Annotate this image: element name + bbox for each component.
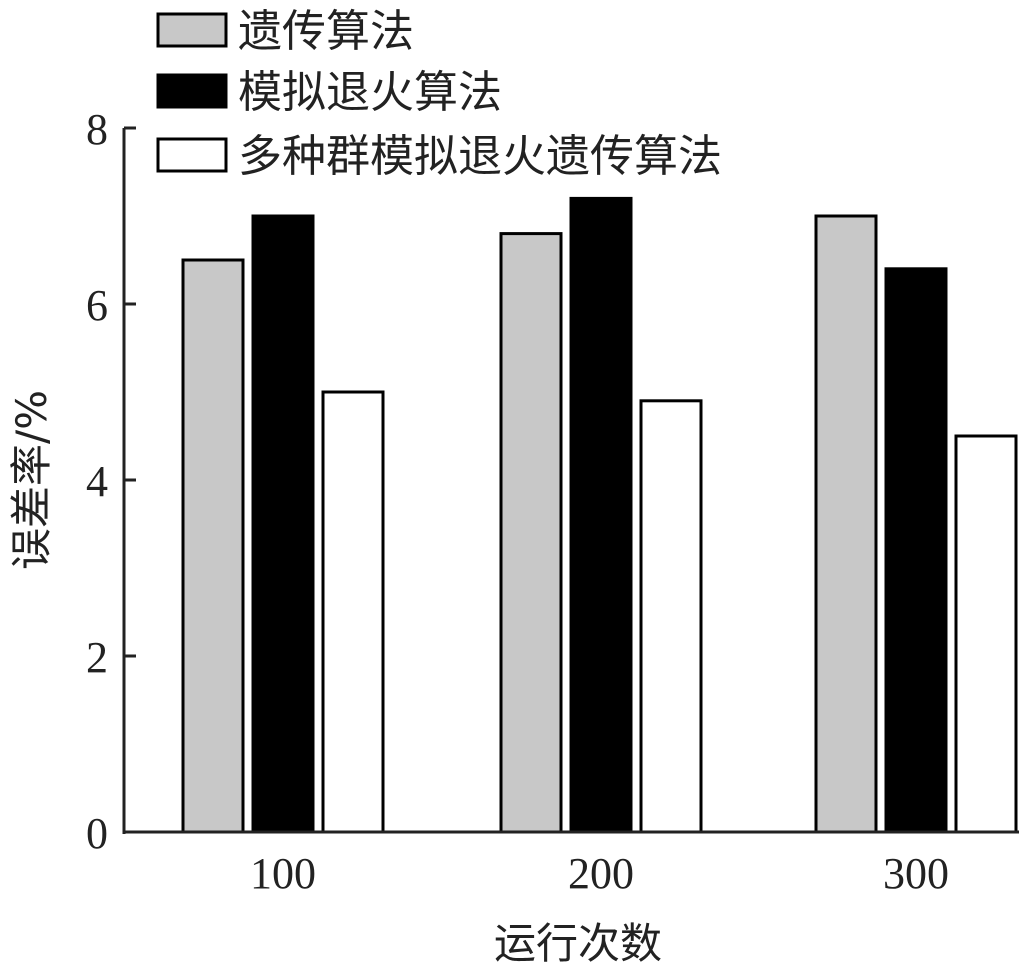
x-tick-label: 300 xyxy=(883,849,949,898)
bars-group xyxy=(181,196,1018,834)
bar-1-300 xyxy=(814,214,878,834)
x-tick-label: 200 xyxy=(568,849,634,898)
legend-label-2: 模拟退火算法 xyxy=(238,67,502,118)
bar-3-300 xyxy=(954,434,1018,834)
y-tick-label: 8 xyxy=(86,105,108,154)
bar-2-300 xyxy=(884,267,948,834)
y-tick-label: 0 xyxy=(86,809,108,858)
x-ticks-group: 100 200 300 xyxy=(250,849,949,898)
bar-2-200 xyxy=(569,196,633,834)
bar-1-200 xyxy=(499,232,563,834)
legend-label-3: 多种群模拟退火遗传算法 xyxy=(238,131,722,182)
x-tick-label: 100 xyxy=(250,849,316,898)
legend-swatch-2 xyxy=(156,73,228,109)
y-axis-label: 误差率/% xyxy=(7,390,56,570)
y-tick-label: 6 xyxy=(86,281,108,330)
legend-swatch-1 xyxy=(156,12,228,48)
bar-3-100 xyxy=(321,390,385,834)
bar-2-100 xyxy=(251,214,315,834)
legend-label-1: 遗传算法 xyxy=(238,6,414,57)
y-tick-label: 4 xyxy=(86,457,108,506)
y-ticks-group: 0 2 4 6 8 xyxy=(86,105,136,858)
y-tick-label: 2 xyxy=(86,633,108,682)
legend-swatch-3 xyxy=(156,137,228,173)
bar-3-200 xyxy=(639,399,703,834)
x-axis-label: 运行次数 xyxy=(494,919,662,966)
bar-1-100 xyxy=(181,258,245,834)
